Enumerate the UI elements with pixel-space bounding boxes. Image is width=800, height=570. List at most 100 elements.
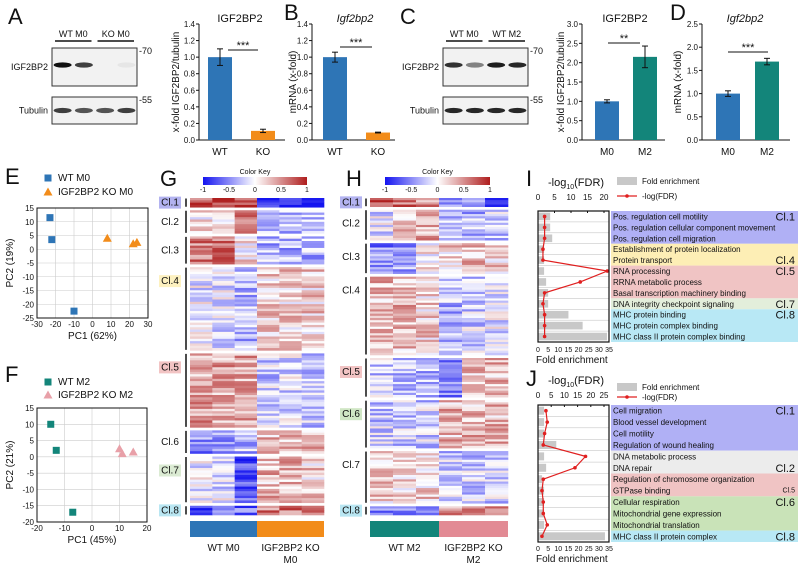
heatmap-cell xyxy=(416,443,440,447)
heatmap-cell xyxy=(370,443,394,447)
heatmap-cell xyxy=(212,238,235,242)
heatmap-cell xyxy=(462,457,486,461)
heatmap-cell xyxy=(190,451,213,454)
heatmap-cell xyxy=(439,227,463,230)
heatmap-cell xyxy=(462,358,486,361)
heatmap-cell xyxy=(257,481,280,485)
heatmap-cell xyxy=(301,226,325,230)
bar-chart-ylabel: x-fold IGF2BP2/tubulin xyxy=(171,32,182,133)
heatmap-cell xyxy=(439,490,463,493)
heatmap-cell xyxy=(257,297,280,300)
blot-lane-group-label: WT M2 xyxy=(492,29,521,39)
heatmap-cell xyxy=(439,238,463,241)
heatmap-cell xyxy=(439,421,463,425)
neglog-fdr-point xyxy=(542,323,547,328)
heatmap-cell xyxy=(393,335,417,338)
heatmap-cell xyxy=(370,302,394,306)
heatmap-cell xyxy=(370,424,394,427)
heatmap-cell xyxy=(190,355,213,359)
heatmap-cell xyxy=(234,392,258,396)
heatmap-cell xyxy=(485,328,509,332)
heatmap-cell xyxy=(234,290,258,293)
heatmap-cell xyxy=(416,428,440,431)
neglog-fdr-line xyxy=(541,410,587,537)
heatmap-cell xyxy=(439,457,463,461)
heatmap-cell xyxy=(301,336,325,340)
heatmap-cell xyxy=(190,292,213,296)
heatmap-cell xyxy=(234,364,258,368)
heatmap-cell xyxy=(370,512,394,516)
heatmap-cell xyxy=(190,390,213,393)
blot-row-label: Tubulin xyxy=(19,106,48,116)
heatmap-cell xyxy=(190,287,213,291)
go-term: Cell migration xyxy=(613,407,662,416)
bar-chart-title: IGF2BP2 xyxy=(217,13,262,25)
heatmap-cell xyxy=(485,231,509,234)
heatmap-cell xyxy=(416,285,440,288)
heatmap-cell xyxy=(257,224,280,227)
blot-band xyxy=(508,107,527,114)
top-axis-tick-label: 20 xyxy=(600,193,609,202)
heatmap-cell xyxy=(485,506,509,509)
heatmap-cell xyxy=(279,369,302,373)
heatmap-cell xyxy=(370,307,394,310)
significance-stars: *** xyxy=(742,42,756,54)
data-point xyxy=(132,237,142,246)
heatmap-cell xyxy=(212,254,235,258)
neglog-fdr-point xyxy=(541,247,545,252)
heatmap-cell xyxy=(370,296,394,299)
legend-marker xyxy=(43,187,53,196)
heatmap-cell xyxy=(416,386,440,389)
heatmap-cell xyxy=(485,490,509,493)
heatmap-cell xyxy=(416,294,440,297)
bar-m0 xyxy=(595,101,619,140)
heatmap-cell xyxy=(485,390,509,394)
heatmap-cell xyxy=(416,390,440,394)
y-tick-label: 0.0 xyxy=(567,136,579,145)
heatmap-cell xyxy=(212,399,235,403)
heatmap-cell xyxy=(370,281,394,284)
heatmap-cell xyxy=(393,512,417,516)
heatmap-cell xyxy=(439,461,463,465)
heatmap-cell xyxy=(370,402,394,405)
heatmap-cell xyxy=(234,383,258,387)
heatmap-cell xyxy=(393,379,417,383)
heatmap-cell xyxy=(370,441,394,445)
heatmap-cell xyxy=(257,311,280,314)
heatmap-cell xyxy=(485,267,509,270)
heatmap-cell xyxy=(416,512,440,516)
cluster-band xyxy=(611,243,798,266)
heatmap-cell xyxy=(485,233,509,237)
data-point xyxy=(70,307,78,315)
heatmap-cell xyxy=(212,369,235,373)
heatmap-cell xyxy=(234,217,258,220)
heatmap-cell xyxy=(462,315,486,319)
heatmap-cell xyxy=(416,373,440,376)
heatmap-cell xyxy=(462,510,486,514)
heatmap-cell xyxy=(462,298,486,301)
blot-band xyxy=(53,62,72,68)
heatmap-cell xyxy=(439,468,463,471)
heatmap-cell xyxy=(190,299,213,303)
heatmap-cell xyxy=(279,401,302,405)
heatmap-cell xyxy=(439,267,463,270)
heatmap-cell xyxy=(190,488,213,492)
heatmap-cell xyxy=(439,298,463,301)
heatmap-cell xyxy=(416,360,440,363)
heatmap-cell xyxy=(439,216,463,219)
heatmap-cell xyxy=(485,300,509,304)
heatmap-cell xyxy=(301,261,325,265)
heatmap-cell xyxy=(234,408,258,412)
heatmap-cell xyxy=(485,216,509,219)
heatmap-cell xyxy=(462,289,486,293)
heatmap-cell xyxy=(257,210,280,213)
go-cluster-label: Cl.1 xyxy=(775,406,795,418)
heatmap-cell xyxy=(462,421,486,425)
bar-ko xyxy=(251,130,275,140)
fold-enrichment-bar xyxy=(538,452,545,461)
heatmap-cell xyxy=(416,501,440,504)
heatmap-cell xyxy=(485,220,509,224)
y-tick-label: -20 xyxy=(22,518,34,527)
heatmap-cell xyxy=(190,221,213,225)
heatmap-cell xyxy=(257,308,280,312)
